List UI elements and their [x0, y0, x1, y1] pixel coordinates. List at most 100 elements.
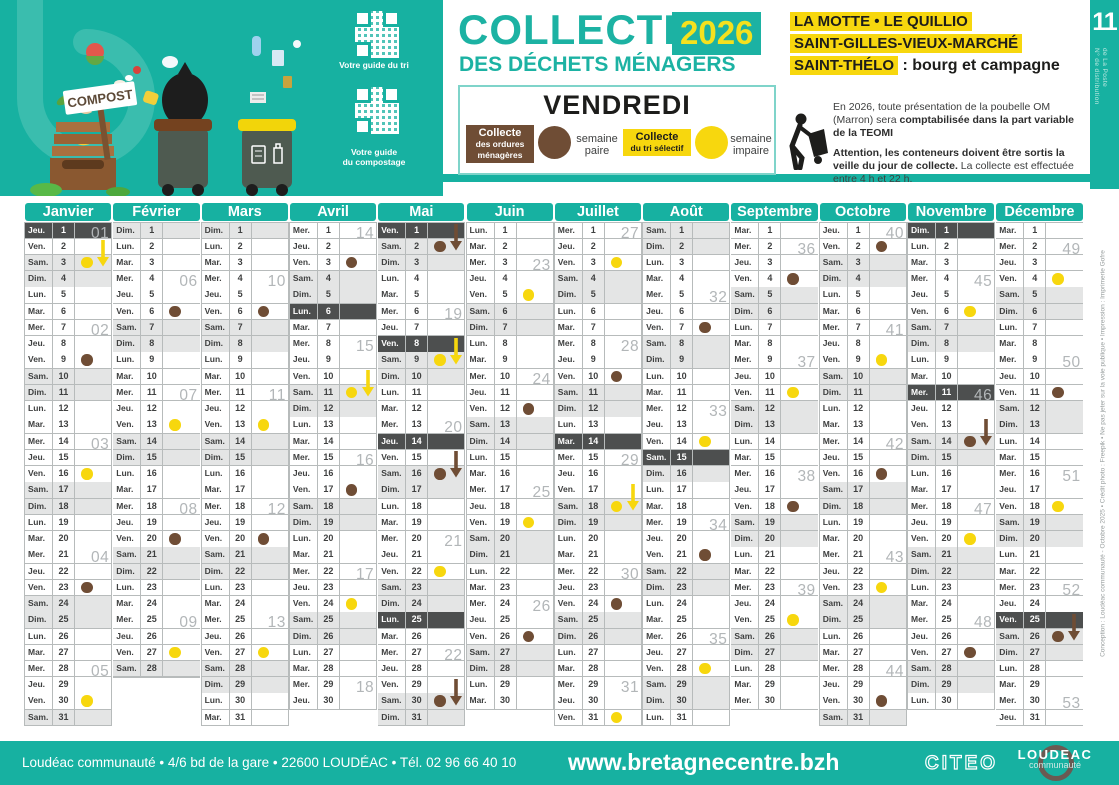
day-number-cell: 28 — [759, 660, 781, 677]
day-dow-cell: Ven. — [819, 693, 847, 709]
day-dow-cell: Jeu. — [201, 628, 229, 644]
day-dow-cell: Sam. — [731, 401, 759, 417]
day-dow-cell: Dim. — [466, 547, 494, 563]
day-number-cell: 18 — [671, 498, 693, 515]
day-dow-cell: Jeu. — [289, 352, 317, 368]
day-dow-cell: Jeu. — [378, 660, 406, 677]
day-number-cell: 12 — [53, 401, 74, 417]
day-dow-cell: Sam. — [25, 709, 52, 726]
day-dow-cell: Mer. — [996, 352, 1024, 368]
day-dot-cell — [781, 628, 818, 644]
poster-year-badge: 2026 — [672, 12, 762, 55]
day-dow-cell: Ven. — [466, 401, 494, 417]
day-dot-cell — [163, 660, 200, 677]
month-header: Juin — [466, 203, 553, 221]
poster-subtitle: DES DÉCHETS MÉNAGERS — [459, 53, 736, 76]
day-dot-cell — [781, 238, 818, 255]
day-number-cell: 27 — [582, 644, 604, 661]
day-number-cell: 19 — [141, 514, 163, 531]
day-dot-cell — [958, 449, 995, 466]
day-dot-cell — [781, 319, 818, 336]
day-number-cell: 1 — [53, 222, 74, 238]
day-dot-cell — [251, 693, 288, 709]
day-number-cell: 8 — [317, 336, 339, 352]
day-dow-cell: Mer. — [201, 271, 229, 287]
day-dow-cell: Mer. — [113, 612, 141, 628]
day-number-cell: 24 — [936, 596, 957, 612]
day-dot-cell — [428, 660, 465, 677]
day-number-cell: 21 — [494, 547, 516, 563]
day-number-cell: 23 — [229, 579, 251, 596]
day-dot-cell — [958, 612, 995, 628]
day-number-cell: 25 — [141, 612, 163, 628]
collection-dot-tri — [434, 354, 446, 366]
day-dow-cell: Ven. — [25, 693, 52, 709]
day-dot-cell — [869, 319, 906, 336]
day-number-cell: 30 — [936, 693, 957, 709]
day-number-cell: 19 — [406, 514, 428, 531]
day-dot-cell — [1046, 693, 1083, 709]
collection-dot-tri — [1052, 273, 1064, 285]
day-dow-cell: Mar. — [996, 563, 1024, 580]
day-number-cell: 21 — [229, 547, 251, 563]
day-dot-cell — [693, 677, 730, 693]
day-dow-cell: Dim. — [378, 596, 406, 612]
day-dow-cell: Lun. — [554, 644, 582, 661]
legend-om-badge: Collecte des ordures ménagères — [466, 125, 534, 163]
day-dow-cell: Mer. — [996, 579, 1024, 596]
day-dow-cell: Jeu. — [643, 644, 671, 661]
week-number-label: 51 — [1062, 468, 1081, 486]
day-number-cell: 9 — [847, 352, 869, 368]
day-dow-cell: Jeu. — [466, 384, 494, 401]
day-number-cell: 9 — [759, 352, 781, 368]
day-dow-cell: Dim. — [378, 482, 406, 498]
day-dow-cell: Lun. — [731, 660, 759, 677]
collection-dot-tri — [257, 419, 270, 431]
week-number-label: 07 — [179, 386, 198, 404]
day-dow-cell: Lun. — [731, 433, 759, 450]
day-number-cell: 22 — [847, 563, 869, 580]
day-number-cell: 16 — [1024, 466, 1046, 482]
day-dow-cell: Jeu. — [113, 401, 141, 417]
day-dow-cell: Sam. — [643, 336, 671, 352]
day-dow-cell: Ven. — [201, 531, 229, 547]
day-number-cell: 18 — [1024, 498, 1046, 515]
day-number-cell: 8 — [847, 336, 869, 352]
day-number-cell: 6 — [1024, 303, 1046, 320]
day-number-cell: 24 — [582, 596, 604, 612]
day-number-cell: 3 — [671, 254, 693, 271]
day-dot-cell — [251, 384, 288, 401]
day-dot-cell — [869, 482, 906, 498]
day-number-cell: 11 — [141, 384, 163, 401]
month-column-septembre: Septembre Mar. 1 Mer. 2 36 Jeu. 3 Ven. 4 Sam. 5 Dim.… — [730, 203, 819, 711]
shifted-collection-arrow-om — [980, 418, 992, 446]
collection-dot-om — [434, 240, 446, 253]
day-dow-cell: Sam. — [466, 531, 494, 547]
day-number-cell: 31 — [229, 709, 251, 726]
header-illustration-block: COMPOST — [0, 0, 443, 197]
day-dot-cell — [516, 660, 553, 677]
day-dot-cell — [163, 352, 200, 368]
month-header: Décembre — [996, 203, 1083, 221]
day-dow-cell: Lun. — [113, 352, 141, 368]
day-dow-cell: Dim. — [643, 579, 671, 596]
day-dow-cell: Dim. — [819, 498, 847, 515]
collection-dot-om — [875, 240, 888, 253]
day-dot-cell — [781, 677, 818, 693]
day-dow-cell: Sam. — [908, 319, 935, 336]
day-dot-cell — [604, 222, 642, 238]
day-dow-cell: Lun. — [819, 287, 847, 303]
day-dow-cell: Sam. — [378, 693, 406, 709]
week-number-label: 19 — [444, 305, 463, 323]
day-number-cell: 14 — [141, 433, 163, 450]
day-number-cell: 30 — [847, 693, 869, 709]
day-number-cell: 8 — [229, 336, 251, 352]
collection-dot-tri — [169, 646, 181, 659]
day-number-cell: 19 — [936, 514, 957, 531]
day-dot-cell — [516, 254, 553, 271]
day-number-cell: 25 — [494, 612, 516, 628]
day-dow-cell: Mar. — [25, 644, 52, 661]
day-dow-cell: Lun. — [643, 596, 671, 612]
day-dot-cell — [163, 466, 200, 482]
month-column-mars: Mars Dim. 1 Lun. 2 Mar. 3 Mer. 4 10 Jeu. 5 Ven. 6 Sam.… — [200, 203, 289, 727]
